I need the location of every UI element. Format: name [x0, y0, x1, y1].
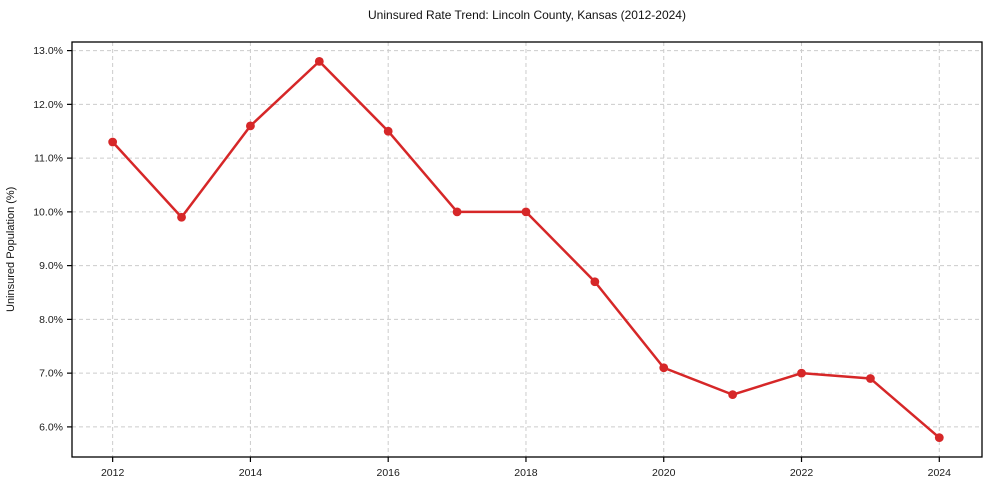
data-point-2013 — [177, 212, 186, 222]
data-point-2015 — [314, 56, 324, 66]
data-point-2017 — [452, 207, 462, 217]
y-tick-label: 6.0% — [39, 421, 63, 433]
data-point-2019 — [590, 277, 600, 287]
data-point-2016 — [383, 126, 393, 136]
data-point-2022 — [797, 368, 806, 378]
y-tick-label: 12.0% — [33, 99, 63, 111]
y-tick-label: 13.0% — [33, 45, 63, 57]
x-tick-label: 2012 — [101, 467, 125, 479]
data-point-2024 — [934, 433, 944, 443]
x-tick-label: 2024 — [928, 467, 952, 479]
data-point-2014 — [246, 121, 255, 131]
y-tick-label: 11.0% — [34, 153, 63, 165]
data-point-2020 — [659, 363, 669, 373]
x-tick-label: 2018 — [514, 467, 538, 479]
data-point-2018 — [521, 207, 531, 217]
chart-title: Uninsured Rate Trend: Lincoln County, Ka… — [368, 8, 686, 22]
plot-border — [71, 41, 983, 458]
y-tick-label: 7.0% — [39, 368, 63, 380]
data-point-2021 — [728, 390, 738, 400]
data-point-2012 — [108, 137, 118, 147]
x-tick-label: 2020 — [652, 467, 676, 479]
x-tick-label: 2014 — [239, 467, 263, 479]
y-tick-label: 8.0% — [39, 314, 63, 326]
x-tick-label: 2022 — [790, 467, 814, 479]
x-tick-label: 2016 — [377, 467, 401, 479]
y-tick-label: 10.0% — [33, 206, 63, 218]
data-point-2023 — [866, 374, 875, 383]
y-tick-label: 9.0% — [39, 260, 63, 272]
